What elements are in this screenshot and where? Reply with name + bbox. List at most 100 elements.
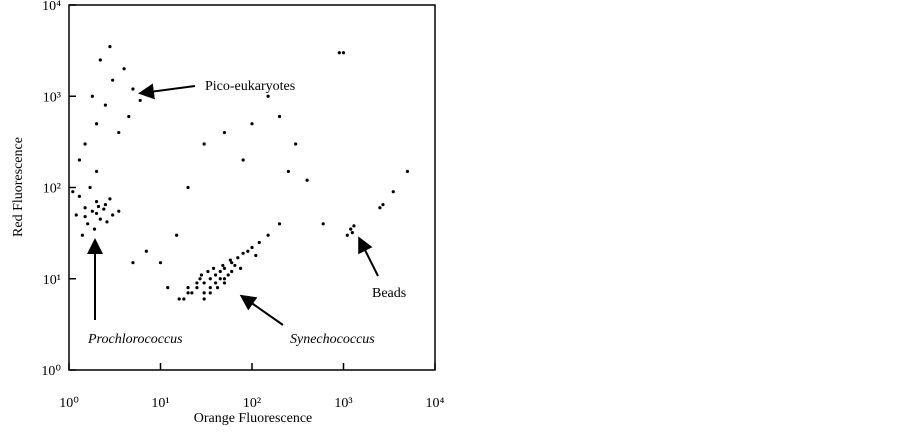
y-tick-label: 10¹ bbox=[43, 273, 61, 288]
point bbox=[166, 285, 170, 290]
point bbox=[222, 281, 227, 285]
point bbox=[378, 206, 382, 210]
point bbox=[305, 178, 309, 182]
point bbox=[349, 227, 353, 231]
point bbox=[103, 202, 108, 207]
point bbox=[266, 233, 270, 237]
point bbox=[103, 103, 108, 107]
point bbox=[405, 169, 410, 174]
point bbox=[144, 249, 148, 253]
x-tick-label: 10⁴ bbox=[426, 396, 445, 411]
point bbox=[337, 51, 341, 55]
point bbox=[277, 222, 282, 226]
point bbox=[108, 197, 112, 201]
point bbox=[92, 227, 97, 231]
annotation: Pico-eukaryotes bbox=[205, 79, 295, 94]
point bbox=[250, 122, 254, 126]
point bbox=[96, 204, 101, 209]
point bbox=[74, 213, 78, 217]
point bbox=[202, 291, 206, 295]
point bbox=[254, 253, 258, 258]
y-tick-label: 10⁴ bbox=[42, 0, 61, 14]
point bbox=[94, 211, 99, 216]
point bbox=[98, 58, 102, 62]
point bbox=[195, 285, 199, 290]
point bbox=[222, 266, 227, 270]
point bbox=[102, 207, 106, 211]
arrow bbox=[138, 83, 196, 100]
point bbox=[195, 281, 199, 285]
point bbox=[381, 202, 385, 207]
annotation: Synechococcus bbox=[290, 332, 375, 347]
plot-frame bbox=[68, 4, 436, 371]
point bbox=[190, 291, 194, 295]
point bbox=[350, 231, 354, 235]
point bbox=[98, 217, 102, 221]
point bbox=[86, 222, 90, 226]
point bbox=[213, 281, 218, 285]
y-axis-label: Red Fluorescence bbox=[11, 137, 26, 237]
point bbox=[77, 158, 82, 162]
point bbox=[233, 263, 237, 268]
point bbox=[222, 130, 227, 135]
point bbox=[352, 224, 356, 228]
point bbox=[182, 297, 186, 301]
point bbox=[186, 285, 190, 290]
point bbox=[127, 114, 131, 119]
y-tick-label: 10³ bbox=[43, 90, 61, 105]
point bbox=[105, 220, 109, 224]
point bbox=[202, 142, 206, 146]
point bbox=[131, 87, 135, 91]
point bbox=[186, 291, 190, 295]
point bbox=[226, 273, 230, 277]
point bbox=[208, 285, 212, 290]
point bbox=[158, 261, 163, 265]
point bbox=[241, 158, 245, 162]
point bbox=[122, 67, 126, 71]
point bbox=[77, 194, 82, 198]
point bbox=[215, 285, 220, 290]
arrow bbox=[358, 236, 379, 277]
point bbox=[206, 269, 210, 274]
point bbox=[208, 291, 212, 295]
y-tick-label: 10⁰ bbox=[41, 364, 61, 379]
point bbox=[175, 233, 179, 237]
point bbox=[186, 185, 190, 190]
arrow bbox=[239, 294, 284, 326]
point bbox=[294, 142, 298, 146]
point bbox=[345, 233, 349, 237]
point bbox=[177, 297, 181, 301]
point bbox=[208, 277, 212, 281]
point bbox=[230, 261, 234, 265]
x-tick-label: 10³ bbox=[334, 396, 352, 411]
point bbox=[199, 273, 204, 277]
point bbox=[94, 200, 99, 204]
point bbox=[391, 190, 395, 194]
point bbox=[117, 130, 121, 135]
point bbox=[241, 251, 245, 255]
point bbox=[211, 266, 216, 270]
point bbox=[202, 281, 206, 285]
point bbox=[238, 266, 243, 270]
point bbox=[94, 122, 99, 126]
point bbox=[90, 209, 94, 213]
x-tick-label: 10¹ bbox=[151, 396, 169, 411]
point bbox=[131, 261, 135, 265]
point bbox=[266, 94, 270, 98]
point bbox=[90, 94, 94, 98]
point bbox=[246, 249, 250, 253]
point bbox=[83, 142, 87, 146]
point bbox=[341, 51, 346, 55]
point bbox=[221, 263, 225, 268]
point bbox=[88, 185, 92, 190]
point bbox=[71, 190, 75, 194]
point bbox=[213, 273, 218, 277]
point bbox=[277, 114, 282, 119]
point bbox=[80, 233, 84, 237]
point bbox=[321, 222, 325, 226]
point bbox=[83, 206, 87, 210]
point bbox=[83, 214, 87, 219]
point bbox=[198, 277, 202, 281]
point bbox=[222, 277, 227, 281]
